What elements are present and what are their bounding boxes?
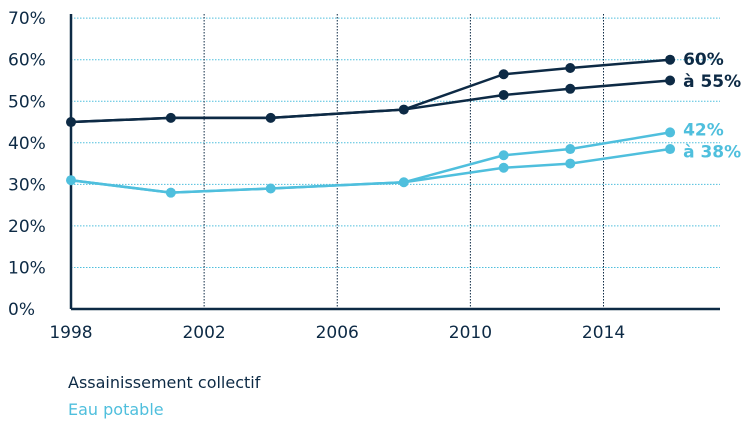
data-point: [565, 83, 576, 94]
x-tick-label: 2010: [449, 323, 492, 343]
end-label-bottom: à 38%: [683, 143, 741, 163]
data-point: [665, 127, 676, 138]
series-line-1-lower: [70, 147, 671, 194]
data-point: [565, 144, 576, 155]
x-tick-label: 2014: [582, 323, 625, 343]
legend-entry-eau-potable: Eau potable: [68, 400, 164, 419]
y-tick-label: 20%: [8, 217, 46, 237]
y-tick-label: 50%: [8, 92, 46, 112]
data-point: [498, 90, 509, 101]
data-point: [498, 162, 509, 173]
data-point: [398, 177, 409, 188]
end-labels: 60%à 55% 42%à 38%: [683, 50, 741, 163]
y-tick-label: 60%: [8, 51, 46, 71]
series-lines: [70, 58, 671, 194]
data-point: [265, 112, 276, 123]
legend-entry-assainissement: Assainissement collectif: [68, 373, 261, 392]
y-tick-label: 0%: [8, 300, 35, 320]
data-point: [66, 175, 76, 186]
series-line-0-lower: [70, 79, 671, 124]
data-point: [498, 150, 509, 161]
data-point: [66, 117, 76, 128]
x-tick-label: 1998: [49, 323, 92, 343]
end-label-bottom: à 55%: [683, 72, 741, 92]
y-tick-label: 40%: [8, 134, 46, 154]
data-point: [665, 54, 676, 65]
data-point: [498, 69, 509, 80]
data-point: [665, 144, 676, 155]
data-point: [165, 112, 176, 123]
data-point: [398, 104, 409, 115]
tick-labels: 0% 10% 20% 30% 40% 50% 60% 70% 1998 2002 2006 2010 2…: [8, 9, 625, 343]
x-tick-label: 2002: [182, 323, 225, 343]
y-tick-label: 70%: [8, 9, 46, 29]
y-tick-label: 30%: [8, 175, 46, 195]
end-label-top: 42%: [683, 121, 724, 141]
series-points: [66, 54, 676, 198]
data-point: [565, 158, 576, 169]
x-tick-label: 2006: [316, 323, 359, 343]
line-chart: 0% 10% 20% 30% 40% 50% 60% 70% 1998 2002 2006 2010 2…: [8, 9, 741, 343]
y-tick-label: 10%: [8, 258, 46, 278]
data-point: [565, 63, 576, 74]
end-label-top: 60%: [683, 50, 724, 70]
data-point: [165, 187, 176, 198]
data-point: [265, 183, 276, 194]
grid-lines: [71, 14, 720, 309]
data-point: [665, 75, 676, 86]
axes: [69, 14, 720, 311]
